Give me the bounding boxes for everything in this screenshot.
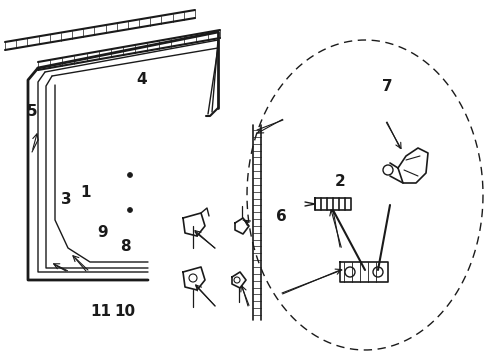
Text: 5: 5 — [26, 104, 37, 119]
Text: 6: 6 — [276, 208, 287, 224]
Text: 4: 4 — [137, 72, 147, 87]
Text: 9: 9 — [98, 225, 108, 240]
Text: 2: 2 — [335, 174, 346, 189]
Text: 11: 11 — [90, 304, 111, 319]
Text: 1: 1 — [80, 185, 91, 200]
Text: 7: 7 — [382, 79, 392, 94]
Circle shape — [127, 172, 132, 177]
Text: 3: 3 — [61, 192, 72, 207]
Text: 8: 8 — [120, 239, 130, 254]
Circle shape — [127, 207, 132, 212]
Text: 10: 10 — [114, 304, 136, 319]
